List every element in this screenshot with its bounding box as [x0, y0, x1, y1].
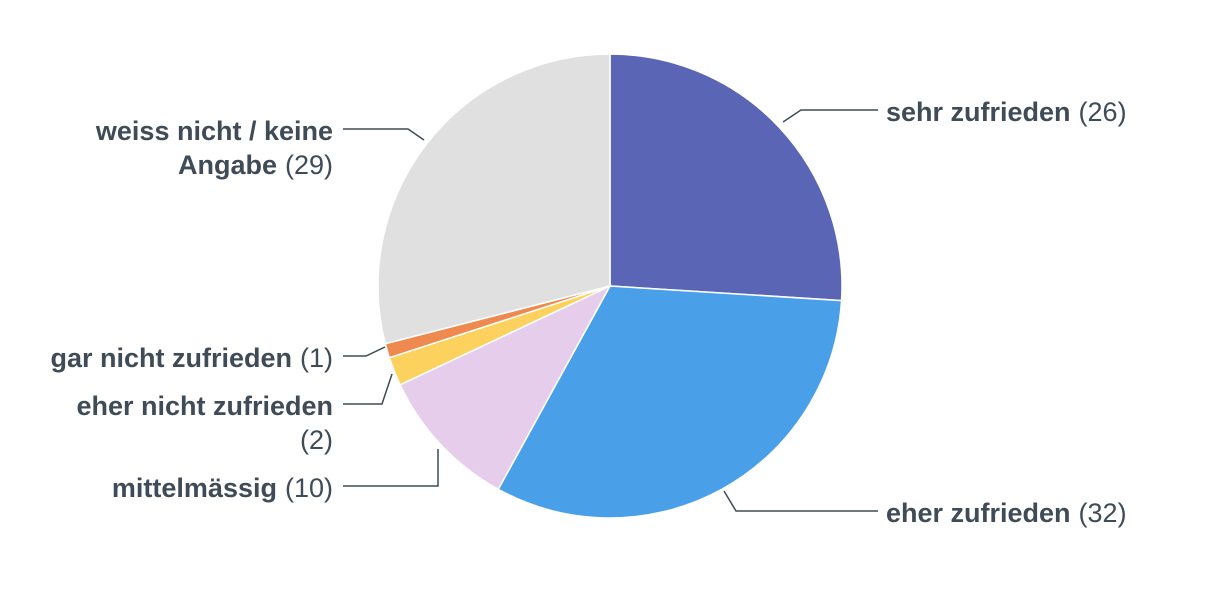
label-eher-nicht-zufrieden-count: (2) [300, 425, 333, 455]
label-gar-nicht-zufrieden: gar nicht zufrieden (1) [50, 343, 333, 373]
label-eher-zufrieden: eher zufrieden (32) [886, 498, 1127, 528]
leader-line-eher-zufrieden [723, 490, 878, 512]
pie-slice-sehr-zufrieden [609, 53, 843, 302]
label-weiss-nicht-line2: Angabe (29) [178, 150, 333, 180]
pie-slice-eher-zufrieden [497, 285, 843, 519]
leader-line-weiss-nicht [343, 128, 425, 141]
label-weiss-nicht-line1: weiss nicht / keine [95, 116, 333, 146]
label-eher-nicht-zufrieden: eher nicht zufrieden [76, 391, 333, 421]
leader-line-sehr-zufrieden [782, 109, 878, 123]
label-mittelmaessig: mittelmässig (10) [112, 473, 333, 503]
pie-slices [377, 53, 843, 519]
leader-line-eher-nicht-zufrieden [343, 373, 393, 405]
pie-slice-mittelm-ssig [399, 284, 612, 491]
label-sehr-zufrieden: sehr zufrieden (26) [886, 97, 1127, 127]
leader-line-mittelmaessig [343, 449, 439, 487]
leader-line-gar-nicht-zufrieden [343, 346, 386, 357]
pie-slice-weiss-nicht-keine-angabe [377, 53, 611, 345]
